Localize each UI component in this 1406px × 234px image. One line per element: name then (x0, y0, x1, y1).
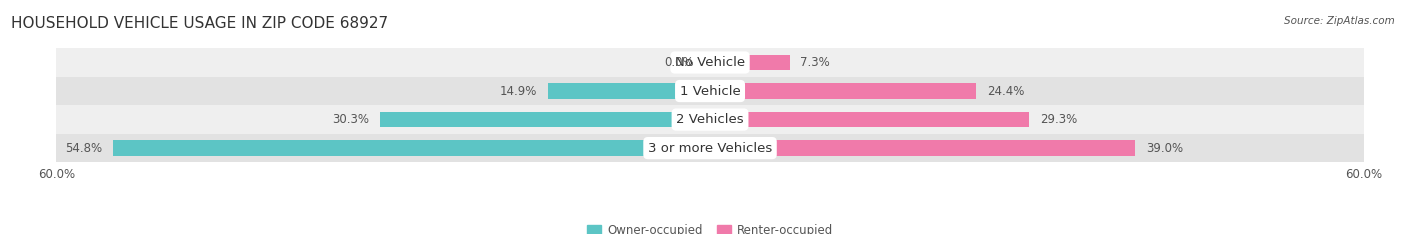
Text: 3 or more Vehicles: 3 or more Vehicles (648, 142, 772, 155)
Text: No Vehicle: No Vehicle (675, 56, 745, 69)
Bar (548, 83, 710, 99)
Text: 30.3%: 30.3% (332, 113, 368, 126)
Text: 39.0%: 39.0% (1146, 142, 1182, 155)
Text: 29.3%: 29.3% (1040, 113, 1077, 126)
Text: Source: ZipAtlas.com: Source: ZipAtlas.com (1284, 16, 1395, 26)
Text: 0.0%: 0.0% (664, 56, 693, 69)
Bar (56, 48, 1364, 77)
Bar (710, 140, 1135, 156)
Text: 24.4%: 24.4% (987, 84, 1024, 98)
Bar (56, 134, 1364, 162)
Bar (710, 83, 976, 99)
Bar (710, 55, 790, 70)
Bar (710, 112, 1029, 128)
Bar (380, 112, 710, 128)
Bar (56, 105, 1364, 134)
Text: 1 Vehicle: 1 Vehicle (679, 84, 741, 98)
Text: 7.3%: 7.3% (800, 56, 830, 69)
Bar (56, 77, 1364, 105)
Text: 2 Vehicles: 2 Vehicles (676, 113, 744, 126)
Text: HOUSEHOLD VEHICLE USAGE IN ZIP CODE 68927: HOUSEHOLD VEHICLE USAGE IN ZIP CODE 6892… (11, 16, 388, 31)
Text: 14.9%: 14.9% (499, 84, 537, 98)
Legend: Owner-occupied, Renter-occupied: Owner-occupied, Renter-occupied (582, 220, 838, 234)
Text: 54.8%: 54.8% (65, 142, 103, 155)
Bar (112, 140, 710, 156)
